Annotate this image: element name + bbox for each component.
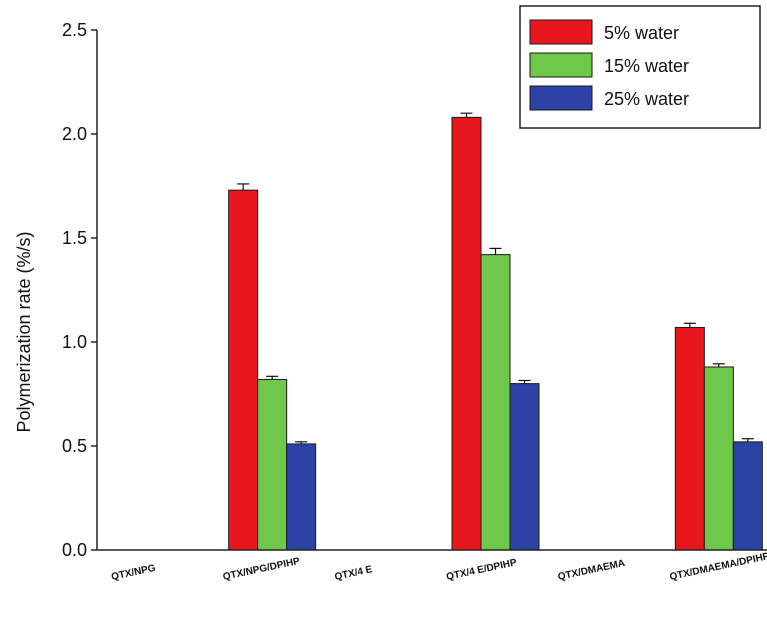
legend: 5% water 15% water 25% water bbox=[519, 5, 761, 129]
x-tick-label: QTX/4 E bbox=[334, 564, 374, 583]
y-tick-label: 2.5 bbox=[62, 20, 87, 40]
bar bbox=[228, 189, 259, 551]
y-axis-label: Polymerization rate (%/s) bbox=[14, 231, 34, 432]
x-tick-label: QTX/DMAEMA bbox=[557, 558, 626, 583]
x-tick-label: QTX/DMAEMA/DPIHP bbox=[669, 551, 767, 583]
y-tick-label: 0.0 bbox=[62, 540, 87, 560]
x-tick-label: QTX/4 E/DPIHP bbox=[445, 557, 518, 583]
y-tick-label: 2.0 bbox=[62, 124, 87, 144]
y-tick-label: 1.0 bbox=[62, 332, 87, 352]
bar bbox=[732, 441, 763, 551]
bar bbox=[451, 116, 482, 551]
y-tick-label: 1.5 bbox=[62, 228, 87, 248]
bar bbox=[286, 443, 317, 551]
bar bbox=[703, 366, 734, 551]
y-tick-label: 0.5 bbox=[62, 436, 87, 456]
legend-label: 25% water bbox=[604, 89, 689, 109]
y-ticks: 0.0 0.5 1.0 1.5 2.0 2.5 bbox=[62, 20, 97, 560]
bar bbox=[480, 254, 511, 551]
legend-swatch bbox=[529, 52, 593, 78]
x-tick-label: QTX/NPG bbox=[110, 563, 157, 583]
bar bbox=[509, 383, 540, 551]
plot-area bbox=[228, 112, 763, 551]
bar bbox=[257, 378, 288, 551]
legend-swatch bbox=[529, 85, 593, 111]
legend-swatch bbox=[529, 19, 593, 45]
legend-label: 15% water bbox=[604, 56, 689, 76]
bar bbox=[674, 326, 705, 551]
x-tick-label: QTX/NPG/DPIHP bbox=[222, 556, 301, 583]
legend-label: 5% water bbox=[604, 23, 679, 43]
x-tick-labels: QTX/NPG QTX/NPG/DPIHP QTX/4 E QTX/4 E/DPIHP… bbox=[110, 551, 767, 583]
